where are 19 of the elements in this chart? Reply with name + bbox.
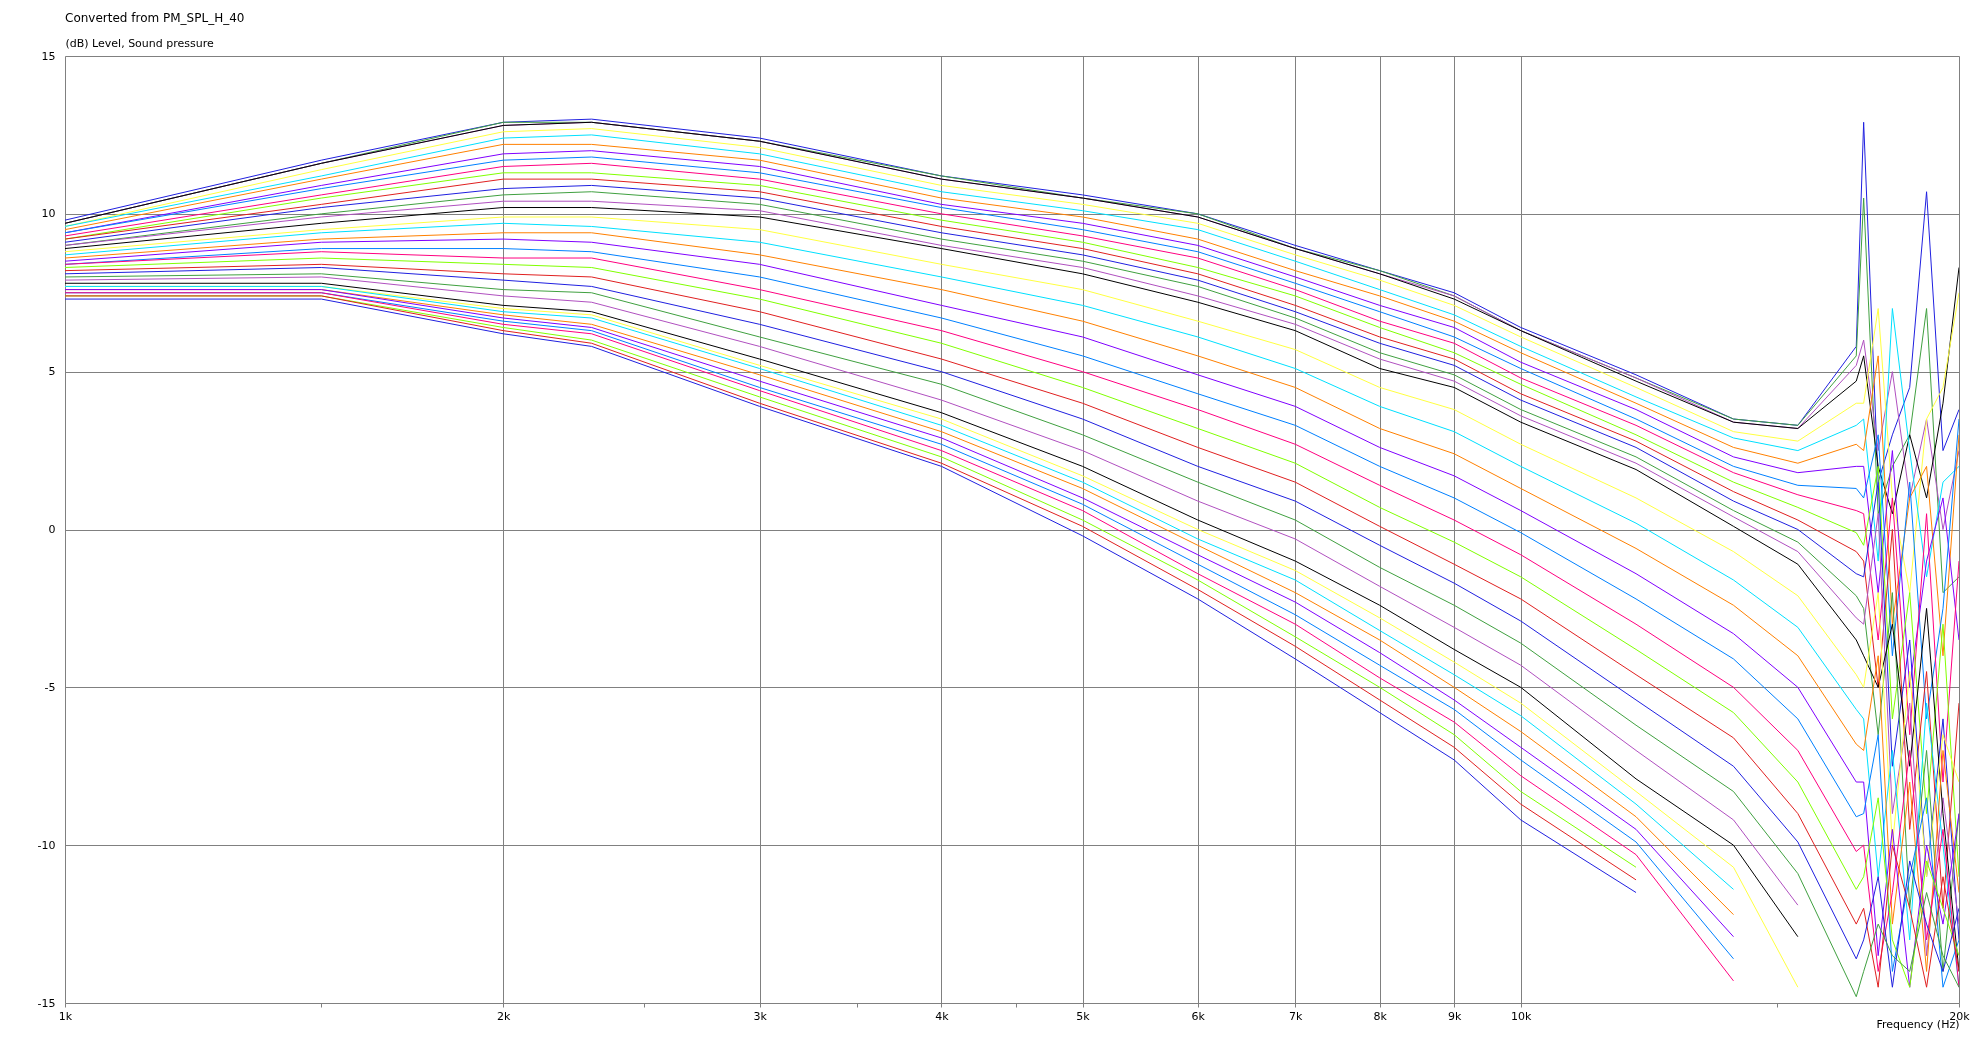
y-tick-label: -10: [37, 838, 56, 852]
x-tick-label: 10k: [1511, 1009, 1533, 1023]
y-axis-title: (dB) Level, Sound pressure: [65, 36, 215, 50]
x-tick-label: 2k: [497, 1009, 512, 1023]
x-tick-label: 3k: [753, 1009, 768, 1023]
y-tick-label: 0: [48, 523, 56, 536]
y-tick-label: 10: [41, 207, 56, 221]
x-tick-label: 4k: [935, 1009, 950, 1023]
x-tick-label: 5k: [1076, 1009, 1091, 1023]
x-tick-label: 1k: [58, 1009, 73, 1023]
y-tick-label: -5: [44, 680, 56, 694]
x-tick-label: 6k: [1191, 1009, 1206, 1023]
y-tick-label: -15: [37, 996, 56, 1010]
y-tick-label: 15: [41, 49, 56, 63]
x-tick-label: 9k: [1447, 1009, 1462, 1023]
y-tick-label: 5: [48, 365, 56, 379]
x-tick-label: 8k: [1373, 1009, 1388, 1023]
chart-title: Converted from PM_SPL_H_40: [65, 11, 245, 25]
x-tick-label: 7k: [1289, 1009, 1304, 1023]
